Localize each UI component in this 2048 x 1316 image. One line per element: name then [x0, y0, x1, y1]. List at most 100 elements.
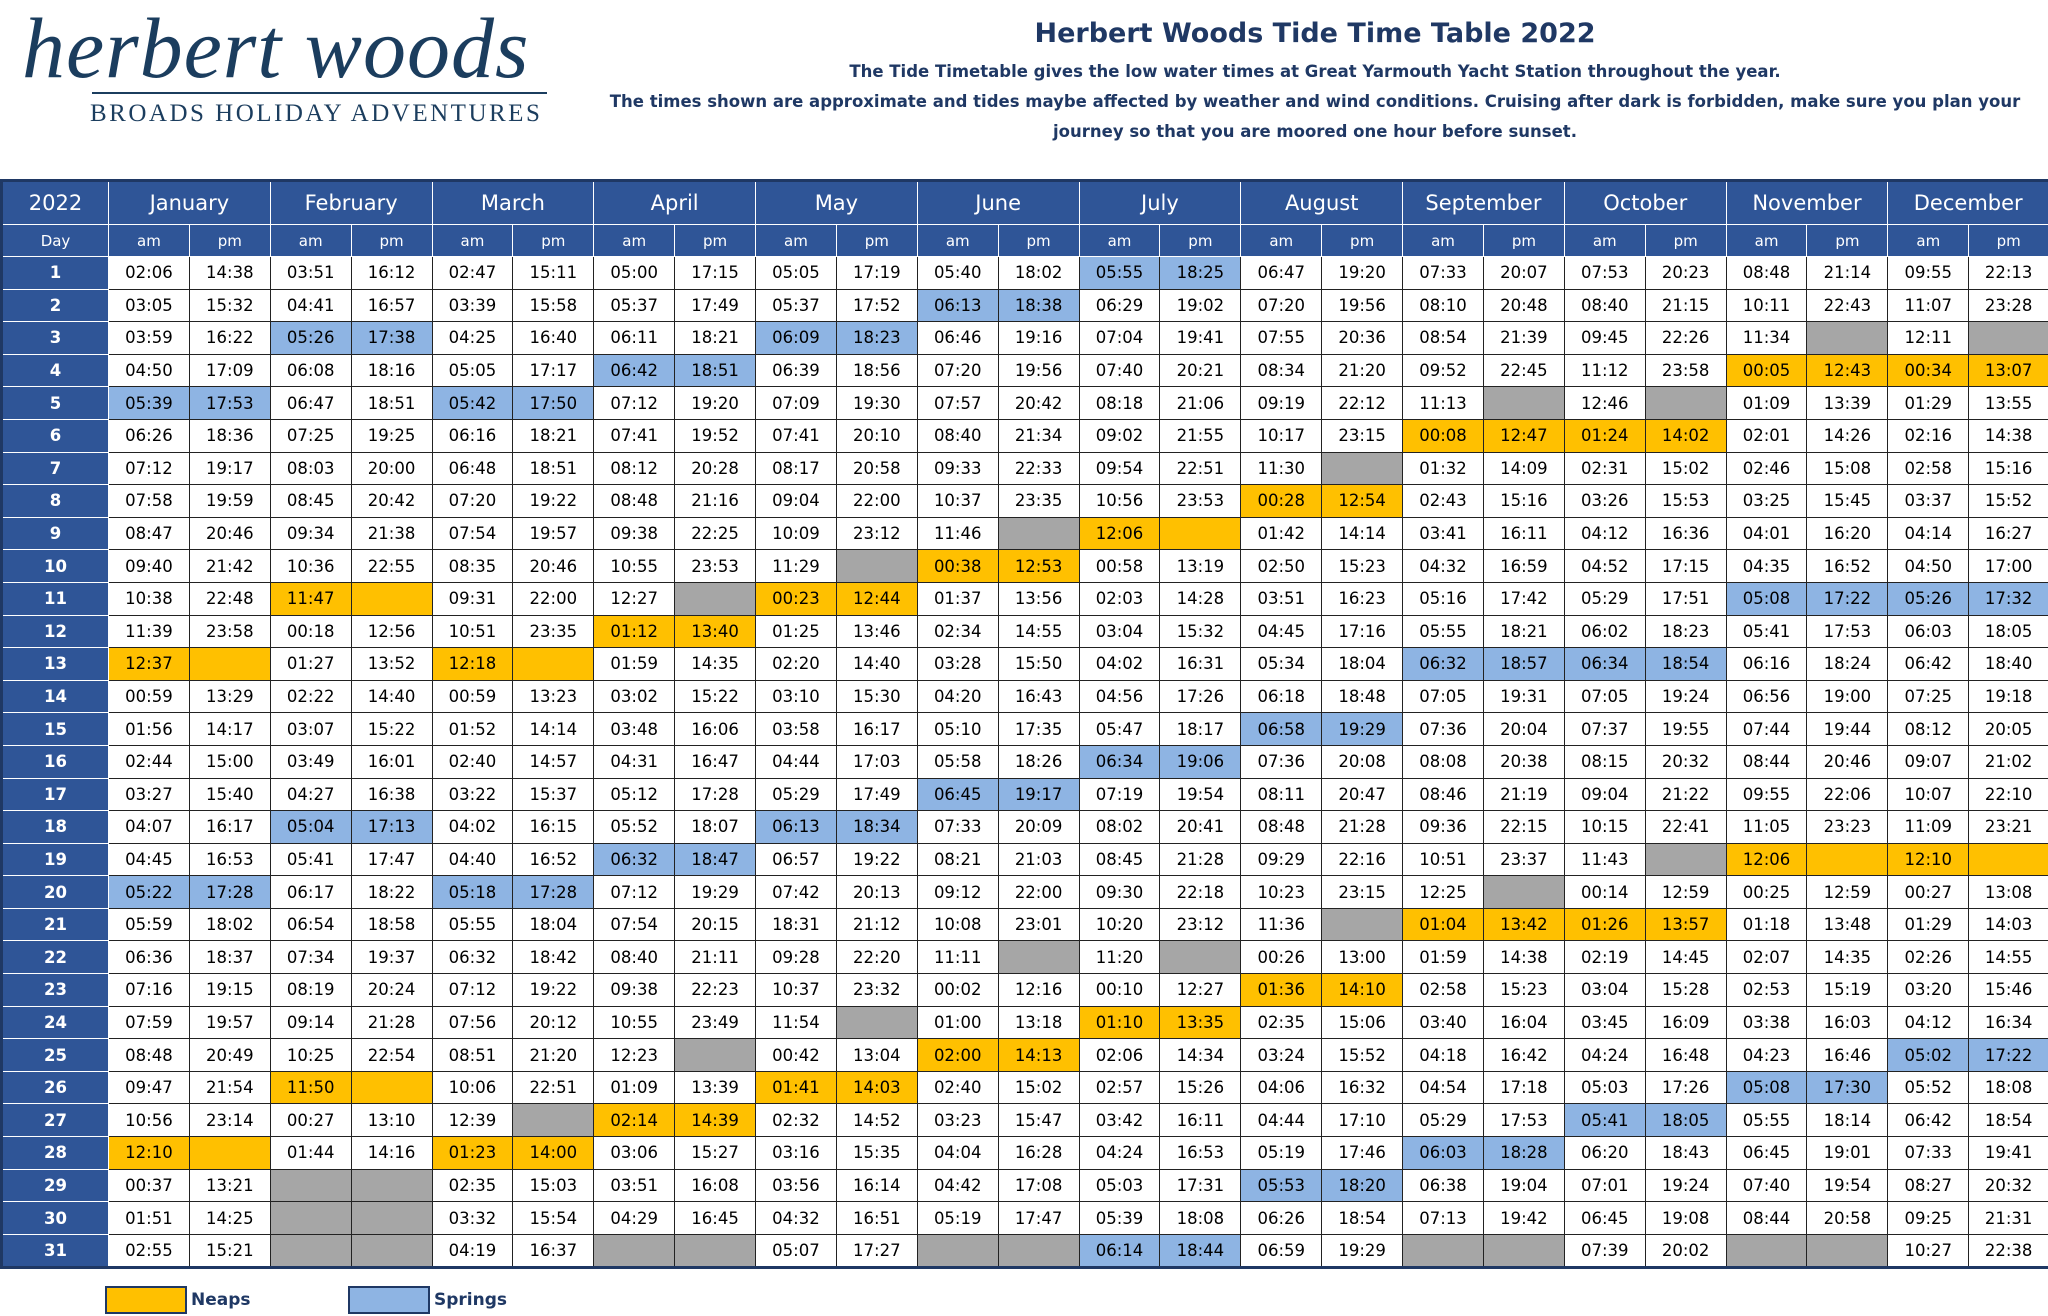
time-cell: 13:56 [997, 581, 1080, 616]
time-cell: 05:41 [1563, 1103, 1646, 1138]
time-cell: 18:02 [188, 907, 271, 942]
time-cell: 06:26 [1240, 1201, 1323, 1235]
time-cell: 09:33 [916, 451, 999, 486]
time-cell: 06:32 [431, 940, 514, 975]
time-cell: 07:12 [593, 386, 676, 420]
time-cell: 18:38 [997, 288, 1080, 323]
time-cell: 02:01 [1725, 418, 1808, 453]
time-cell: 13:57 [1644, 907, 1727, 942]
time-cell: 00:14 [1563, 875, 1646, 909]
time-cell: 12:06 [1078, 516, 1161, 551]
blank-cell [512, 1103, 595, 1138]
time-cell: 19:06 [1159, 744, 1242, 779]
time-cell: 23:58 [1644, 353, 1727, 388]
time-cell: 18:48 [1321, 679, 1404, 714]
time-cell: 10:56 [108, 1103, 190, 1138]
day-row: 21 05:59 18:02 06:54 18:58 05:55 18:04 07:54 20:… [1, 907, 2048, 942]
time-cell: 18:44 [1159, 1233, 1242, 1269]
time-cell: 22:51 [1159, 451, 1242, 486]
time-cell: 17:26 [1159, 679, 1242, 714]
time-cell: 18:51 [512, 451, 595, 486]
time-cell: 05:55 [1402, 614, 1484, 649]
time-cell: 11:36 [1240, 907, 1323, 942]
day-row: 1 02:06 14:38 03:51 16:12 02:47 15:11 05:00 17:1… [1, 256, 2048, 290]
time-cell: 17:19 [835, 256, 918, 290]
time-cell: 15:26 [1159, 1070, 1242, 1105]
time-cell: 06:20 [1563, 1136, 1646, 1170]
time-cell: 17:27 [835, 1233, 918, 1269]
time-cell: 14:55 [997, 614, 1080, 649]
time-cell: 07:09 [755, 386, 837, 420]
time-cell: 10:15 [1563, 810, 1646, 844]
time-cell: 12:56 [350, 614, 433, 649]
time-cell: 16:14 [835, 1168, 918, 1203]
time-cell: 05:39 [1078, 1201, 1161, 1235]
time-cell: 04:29 [593, 1201, 676, 1235]
day-row: 16 02:44 15:00 03:49 16:01 02:40 14:57 04:31 16:… [1, 744, 2048, 779]
time-cell: 14:00 [512, 1136, 595, 1170]
time-cell: 08:40 [593, 940, 676, 975]
blank-cell [997, 516, 1080, 551]
time-cell: 21:20 [512, 1038, 595, 1072]
time-cell: 22:20 [835, 940, 918, 975]
day-cell: 16 [1, 744, 109, 779]
pm-header: pm [188, 224, 271, 257]
time-cell: 08:48 [593, 484, 676, 518]
time-cell: 15:11 [512, 256, 595, 290]
time-cell: 08:19 [269, 973, 352, 1007]
time-cell: 06:08 [269, 353, 352, 388]
day-cell: 30 [1, 1201, 109, 1235]
time-cell: 16:08 [674, 1168, 757, 1203]
time-cell: 05:47 [1078, 712, 1161, 746]
time-cell: 20:02 [1644, 1233, 1727, 1269]
month-header: February [269, 180, 433, 225]
time-cell: 17:28 [188, 875, 271, 909]
time-cell: 07:12 [108, 451, 190, 486]
am-header: am [916, 224, 999, 257]
time-cell: 17:38 [350, 321, 433, 355]
time-cell: 11:30 [1240, 451, 1323, 486]
time-cell: 12:27 [593, 581, 676, 616]
time-cell: 13:10 [350, 1103, 433, 1138]
time-cell: 20:08 [1321, 744, 1404, 779]
day-cell: 21 [1, 907, 109, 942]
time-cell: 13:39 [674, 1070, 757, 1105]
time-cell: 17:10 [1321, 1103, 1404, 1138]
time-cell: 19:16 [997, 321, 1080, 355]
time-cell: 05:03 [1078, 1168, 1161, 1203]
time-cell: 15:27 [674, 1136, 757, 1170]
logo-tagline: BROADS HOLIDAY ADVENTURES [90, 100, 543, 127]
time-cell: 18:34 [835, 810, 918, 844]
time-cell: 14:14 [512, 712, 595, 746]
am-header: am [1240, 224, 1323, 257]
time-cell: 15:23 [1482, 973, 1565, 1007]
time-cell: 00:26 [1240, 940, 1323, 975]
time-cell: 20:42 [997, 386, 1080, 420]
time-cell: 16:53 [188, 842, 271, 877]
time-cell: 08:34 [1240, 353, 1323, 388]
day-cell: 1 [1, 256, 109, 290]
time-cell: 21:19 [1482, 777, 1565, 812]
time-cell: 19:24 [1644, 1168, 1727, 1203]
time-cell: 09:38 [593, 516, 676, 551]
time-cell: 05:16 [1402, 581, 1484, 616]
time-cell: 20:21 [1159, 353, 1242, 388]
time-cell: 12:59 [1806, 875, 1889, 909]
time-cell: 21:28 [350, 1005, 433, 1040]
legend-label: Springs [434, 1290, 508, 1310]
am-header: am [1078, 224, 1161, 257]
time-cell: 16:06 [674, 712, 757, 746]
time-cell: 13:19 [1159, 549, 1242, 583]
day-row: 29 00:37 13:21 02:35 15:03 03:51 16:08 03:56 16:… [1, 1168, 2048, 1203]
time-cell: 07:54 [431, 516, 514, 551]
day-row: 11 10:38 22:48 11:47 09:31 22:00 12:27 00:23 12:… [1, 581, 2048, 616]
time-cell: 16:47 [674, 744, 757, 779]
time-cell: 11:11 [916, 940, 999, 975]
day-row: 24 07:59 19:57 09:14 21:28 07:56 20:12 10:55 23:… [1, 1005, 2048, 1040]
time-cell: 04:20 [916, 679, 999, 714]
time-cell: 19:04 [1482, 1168, 1565, 1203]
time-cell: 07:41 [593, 418, 676, 453]
time-cell: 03:02 [593, 679, 676, 714]
time-cell: 01:56 [108, 712, 190, 746]
time-cell: 23:23 [1806, 810, 1889, 844]
